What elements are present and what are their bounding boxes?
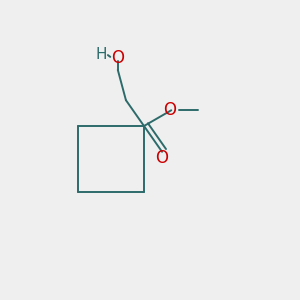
Text: H: H bbox=[95, 47, 107, 62]
Text: O: O bbox=[111, 49, 124, 67]
Text: O: O bbox=[163, 101, 176, 119]
Text: O: O bbox=[156, 149, 169, 167]
